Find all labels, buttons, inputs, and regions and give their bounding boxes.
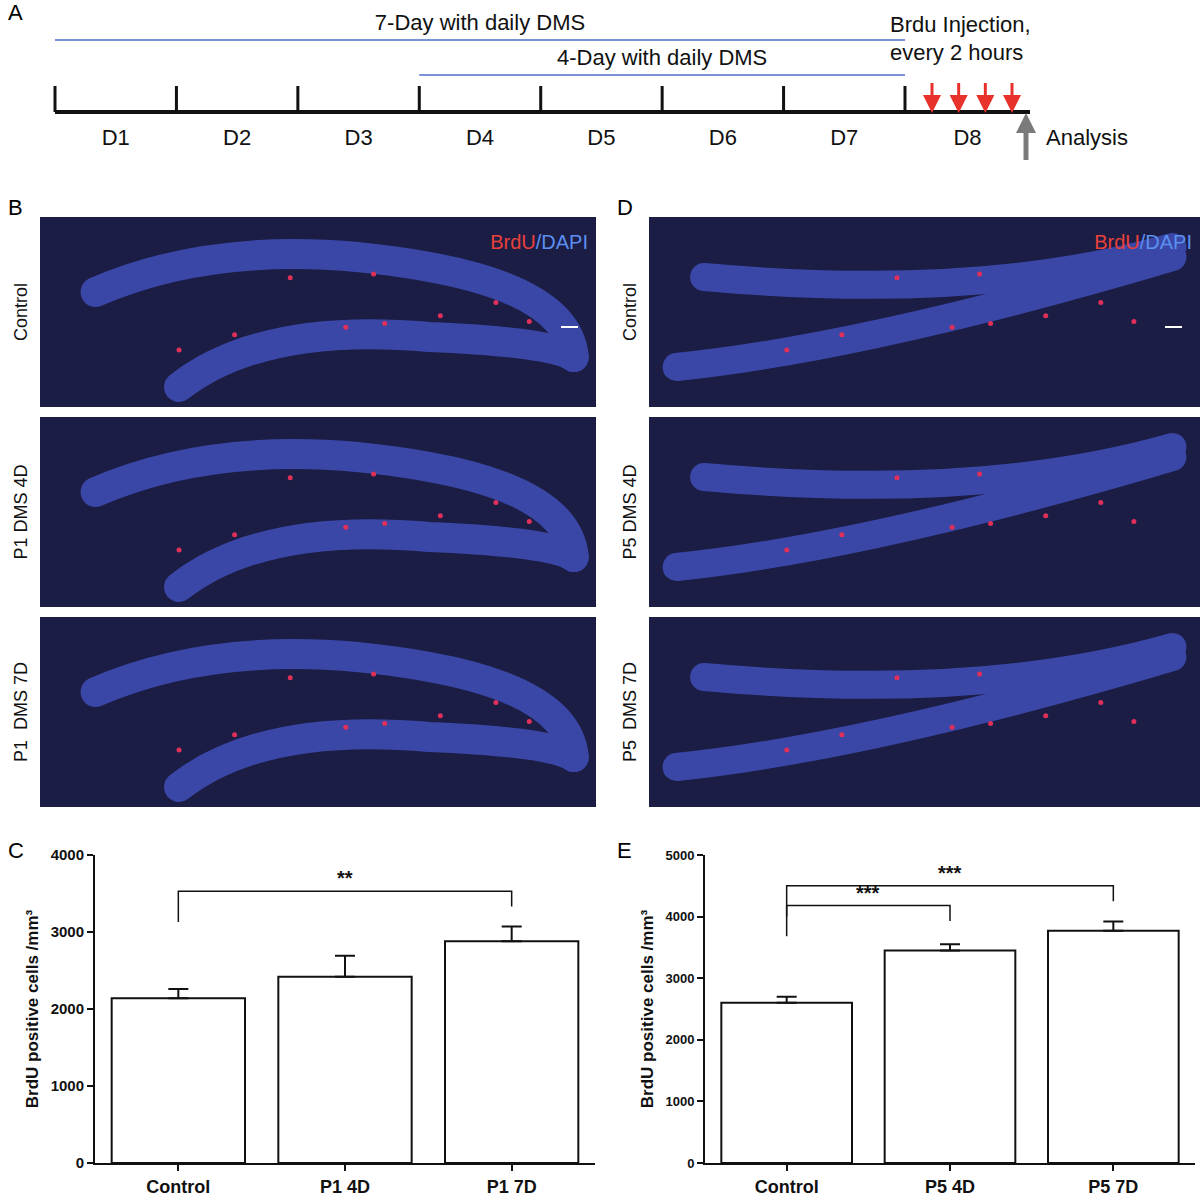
- svg-text:0: 0: [687, 1156, 694, 1171]
- svg-text:4000: 4000: [51, 846, 84, 863]
- svg-text:2000: 2000: [51, 1000, 84, 1017]
- svg-text:D8: D8: [953, 125, 981, 150]
- svg-text:P1 4D: P1 4D: [320, 1177, 370, 1197]
- html-text:B: B: [8, 195, 23, 220]
- svg-text:D6: D6: [709, 125, 737, 150]
- svg-text:Control: Control: [620, 283, 640, 341]
- svg-text:D3: D3: [345, 125, 373, 150]
- svg-text:2000: 2000: [665, 1032, 694, 1047]
- svg-text:P1 DMS 4D: P1 DMS 4D: [11, 464, 31, 559]
- svg-text:P5 DMS 7D: P5 DMS 7D: [620, 662, 640, 762]
- svg-text:D5: D5: [587, 125, 615, 150]
- svg-text:P1 DMS 7D: P1 DMS 7D: [11, 662, 31, 762]
- svg-text:BrdU/DAPI: BrdU/DAPI: [490, 231, 588, 253]
- html-text:D: D: [617, 195, 633, 220]
- svg-text:P5 7D: P5 7D: [1088, 1177, 1138, 1197]
- svg-text:1000: 1000: [51, 1077, 84, 1094]
- svg-text:D4: D4: [466, 125, 494, 150]
- svg-text:7-Day with daily DMS: 7-Day with daily DMS: [375, 10, 585, 35]
- svg-text:3000: 3000: [51, 923, 84, 940]
- svg-text:3000: 3000: [665, 971, 694, 986]
- svg-text:P5 4D: P5 4D: [925, 1177, 975, 1197]
- svg-text:***: ***: [856, 882, 880, 904]
- svg-text:4000: 4000: [665, 909, 694, 924]
- svg-text:D7: D7: [830, 125, 858, 150]
- svg-text:4-Day with daily DMS: 4-Day with daily DMS: [557, 45, 767, 70]
- svg-text:1000: 1000: [665, 1094, 694, 1109]
- html-text:E: E: [617, 838, 632, 863]
- svg-text:P1 7D: P1 7D: [487, 1177, 537, 1197]
- svg-text:0: 0: [76, 1154, 84, 1171]
- svg-text:D1: D1: [102, 125, 130, 150]
- html-text:A: A: [8, 0, 23, 25]
- svg-text:Control: Control: [755, 1177, 819, 1197]
- svg-text:P5 DMS 4D: P5 DMS 4D: [620, 464, 640, 559]
- svg-text:Analysis: Analysis: [1046, 125, 1128, 150]
- svg-text:**: **: [337, 867, 353, 889]
- svg-text:5000: 5000: [665, 848, 694, 863]
- html-text:C: C: [8, 838, 24, 863]
- svg-text:Brdu Injection,: Brdu Injection,: [890, 12, 1031, 37]
- svg-text:BrdU positive cells /mm³: BrdU positive cells /mm³: [638, 909, 657, 1108]
- svg-text:BrdU/DAPI: BrdU/DAPI: [1094, 231, 1192, 253]
- svg-text:Control: Control: [146, 1177, 210, 1197]
- svg-text:Control: Control: [11, 283, 31, 341]
- svg-text:every 2 hours: every 2 hours: [890, 40, 1023, 65]
- svg-text:D2: D2: [223, 125, 251, 150]
- svg-text:BrdU positive cells /mm³: BrdU positive cells /mm³: [23, 909, 42, 1108]
- svg-text:***: ***: [938, 862, 962, 884]
